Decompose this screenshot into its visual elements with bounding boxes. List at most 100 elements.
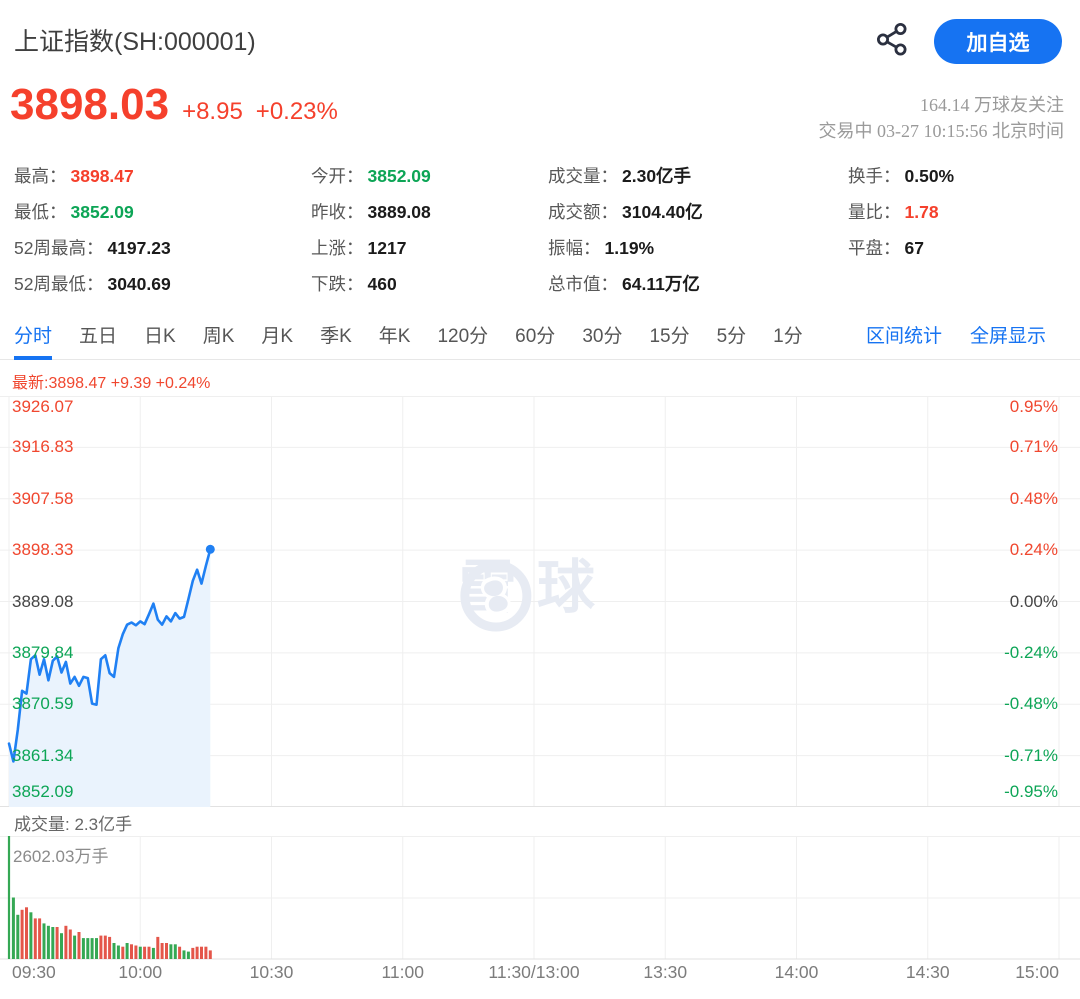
stat-label: 总市值： [548,274,618,294]
stat-value: 3889.08 [367,202,431,222]
stat-item: 52周最高： 4197.23 [14,230,171,266]
tab-月K[interactable]: 月K [261,326,294,347]
stats-column-3: 成交量： 2.30亿手 成交额： 3104.40亿 振幅： 1.19% 总市值： 64.11万… [548,158,703,302]
price-axis-label: 3889.08 [12,591,74,611]
stat-item: 最高： 3898.47 [14,158,171,194]
add-watchlist-button[interactable]: 加自选 [934,19,1062,64]
tab-60分[interactable]: 60分 [515,326,556,347]
price-axis-label: 3916.83 [12,437,74,457]
stat-label: 振幅： [548,238,601,258]
stat-item: 换手： 0.50% [848,158,954,194]
percent-axis-label: -0.48% [1004,694,1058,714]
price-axis-label: 3926.07 [12,397,74,416]
stat-item: 总市值： 64.11万亿 [548,266,703,302]
stat-value: 0.50% [904,166,955,186]
share-icon[interactable] [876,22,916,64]
tab-日K[interactable]: 日K [144,326,176,347]
tab-分时[interactable]: 分时 [14,320,53,360]
tab-5分[interactable]: 5分 [716,326,747,347]
percent-axis-label: -0.24% [1004,642,1058,662]
tab-120分[interactable]: 120分 [437,326,489,347]
stats-column-4: 换手： 0.50% 量比： 1.78 平盘： 67 [848,158,954,266]
price-axis-label: 3898.33 [12,540,74,560]
stat-value: 3852.09 [367,166,431,186]
stat-label: 量比： [848,202,901,222]
stat-value: 4197.23 [107,238,171,258]
stat-label: 平盘： [848,238,901,258]
tab-30分[interactable]: 30分 [582,326,623,347]
percent-axis-label: 0.00% [1009,591,1058,611]
price-axis-label: 3907.58 [12,488,74,508]
price-change-pct: +0.23% [255,98,338,125]
time-axis-label: 10:30 [249,962,294,982]
percent-axis-label: -0.71% [1004,745,1058,765]
stat-label: 今开： [311,166,364,186]
price-axis-label: 3852.09 [12,782,74,801]
stat-value: 1.19% [604,238,655,258]
percent-axis-label: 0.71% [1009,437,1058,457]
tab-季K[interactable]: 季K [320,326,352,347]
tab-right-links: 区间统计 全屏显示 [866,320,1046,360]
price-axis-label: 3870.59 [12,694,74,714]
stat-item: 成交量： 2.30亿手 [548,158,703,194]
stat-item: 成交额： 3104.40亿 [548,194,703,230]
share-icon-svg [877,23,907,56]
stat-item: 振幅： 1.19% [548,230,703,266]
stat-value: 3104.40亿 [622,202,703,222]
tab-15分[interactable]: 15分 [649,326,690,347]
price-chart-svg [0,396,1080,807]
price-chart[interactable]: 雪球 3926.07 3916.83 3907.58 3898.33 3889.08 38… [0,396,1080,807]
price-row: 3898.03 +8.95 +0.23% [10,80,338,130]
stat-item: 上涨： 1217 [311,230,431,266]
time-axis-label: 11:30/13:00 [488,962,580,982]
stat-item: 平盘： 67 [848,230,954,266]
followers-count: 164.14 万球友关注 [920,95,1064,115]
tab-年K[interactable]: 年K [378,326,411,347]
time-axis-label: 15:00 [1015,962,1059,982]
stat-label: 昨收： [311,202,364,222]
page-title: 上证指数(SH:000001) [14,28,256,56]
tab-五日[interactable]: 五日 [79,326,118,347]
price-axis-label: 3861.34 [12,745,74,765]
stat-value: 3898.47 [70,166,134,186]
volume-title: 成交量: 2.3亿手 [14,815,133,834]
time-axis-label: 09:30 [12,962,56,982]
stat-value: 67 [904,238,924,258]
stat-value: 3852.09 [70,202,134,222]
tab-周K[interactable]: 周K [202,326,235,347]
time-axis-label: 14:30 [905,962,950,982]
price-axis-label: 3879.84 [12,642,74,662]
stat-item: 下跌： 460 [311,266,431,302]
trading-status: 交易中 03-27 10:15:56 北京时间 [818,121,1065,141]
stat-label: 上涨： [311,238,364,258]
stat-label: 52周最高： [14,238,104,258]
stat-label: 52周最低： [14,274,104,294]
stat-value: 1217 [367,238,407,258]
stat-label: 成交额： [548,202,618,222]
stat-label: 最低： [14,202,67,222]
stats-column-2: 今开： 3852.09 昨收： 3889.08 上涨： 1217 下跌： 460 [311,158,431,302]
link-全屏显示[interactable]: 全屏显示 [969,326,1046,347]
stat-value: 1.78 [904,202,939,222]
tab-1分[interactable]: 1分 [773,326,803,347]
stat-label: 最高： [14,166,67,186]
stat-item: 最低： 3852.09 [14,194,171,230]
stat-item: 昨收： 3889.08 [311,194,431,230]
current-price: 3898.03 [10,80,170,129]
period-tabs: 分时 五日 日K 周K 月K 季K 年K 120分 60分 30分 15分 5分 1分 [14,320,803,360]
stat-label: 下跌： [311,274,364,294]
stat-value: 460 [367,274,397,294]
volume-chart[interactable]: 2602.03万手 [0,836,1080,960]
latest-quote-line: 最新:3898.47 +9.39 +0.24% [12,375,211,392]
stat-value: 64.11万亿 [622,274,700,294]
stats-column-1: 最高： 3898.47 最低： 3852.09 52周最高： 4197.23 52周最低： 3… [14,158,171,302]
volume-chart-svg [0,836,1080,960]
stat-item: 今开： 3852.09 [311,158,431,194]
time-axis-label: 10:00 [118,962,163,982]
stats-grid: 最高： 3898.47 最低： 3852.09 52周最高： 4197.23 52周最低： 3… [0,158,1080,298]
time-axis-label: 14:00 [774,962,819,982]
stat-value: 2.30亿手 [622,166,692,186]
link-区间统计[interactable]: 区间统计 [865,326,942,347]
volume-max-label: 2602.03万手 [13,847,109,866]
stat-item: 52周最低： 3040.69 [14,266,171,302]
